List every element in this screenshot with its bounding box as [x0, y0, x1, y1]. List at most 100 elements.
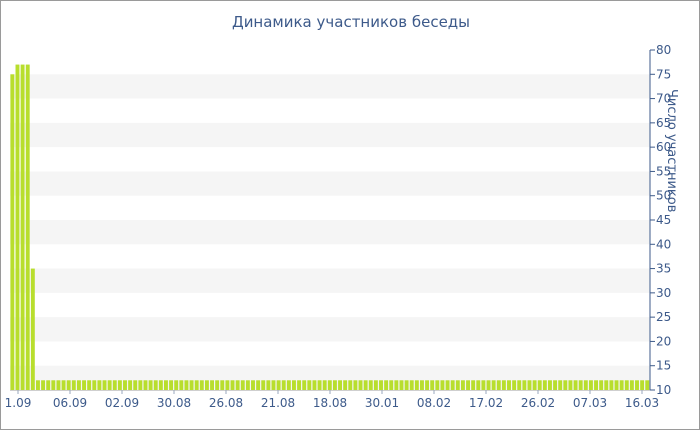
bar — [604, 380, 608, 390]
grid-band — [10, 123, 650, 147]
bar — [272, 380, 276, 390]
bar — [589, 380, 593, 390]
bar — [179, 380, 183, 390]
bar — [312, 380, 316, 390]
bar — [103, 380, 107, 390]
grid-band — [10, 317, 650, 341]
x-tick-label: 16.03 — [625, 396, 659, 410]
bar — [599, 380, 603, 390]
bar — [553, 380, 557, 390]
bar — [26, 65, 30, 390]
bar — [241, 380, 245, 390]
bar — [615, 380, 619, 390]
x-tick-label: 26.08 — [209, 396, 243, 410]
bar — [261, 380, 265, 390]
bar — [374, 380, 378, 390]
y-tick-label: 60 — [656, 140, 671, 154]
bar — [461, 380, 465, 390]
bar — [353, 380, 357, 390]
bar — [16, 65, 20, 390]
y-tick-label: 20 — [656, 334, 671, 348]
bar — [348, 380, 352, 390]
y-tick-label: 25 — [656, 310, 671, 324]
bar — [528, 380, 532, 390]
bar — [481, 380, 485, 390]
bar — [292, 380, 296, 390]
bar — [46, 380, 50, 390]
x-tick-label: 30.01 — [365, 396, 399, 410]
grid-band — [10, 269, 650, 293]
bar — [517, 380, 521, 390]
bar — [420, 380, 424, 390]
bar — [225, 380, 229, 390]
bar — [435, 380, 439, 390]
bar — [343, 380, 347, 390]
bar — [369, 380, 373, 390]
bar — [159, 380, 163, 390]
bar — [62, 380, 66, 390]
bar — [522, 380, 526, 390]
bar — [97, 380, 101, 390]
bar — [31, 269, 35, 390]
bar — [415, 380, 419, 390]
x-tick-label: 26.02 — [521, 396, 555, 410]
y-tick-label: 70 — [656, 92, 671, 106]
y-tick-label: 80 — [656, 43, 671, 57]
bar — [246, 380, 250, 390]
bar — [190, 380, 194, 390]
grid-band — [10, 74, 650, 98]
bar — [277, 380, 281, 390]
y-tick-label: 40 — [656, 237, 671, 251]
bar — [87, 380, 91, 390]
bar — [512, 380, 516, 390]
bar — [338, 380, 342, 390]
bar — [543, 380, 547, 390]
bar — [72, 380, 76, 390]
bar — [333, 380, 337, 390]
bar — [364, 380, 368, 390]
bar — [220, 380, 224, 390]
bar — [266, 380, 270, 390]
bar — [379, 380, 383, 390]
bar — [640, 380, 644, 390]
bar — [584, 380, 588, 390]
bar — [149, 380, 153, 390]
bar — [425, 380, 429, 390]
bar — [405, 380, 409, 390]
bar — [609, 380, 613, 390]
bar — [82, 380, 86, 390]
grid-band — [10, 171, 650, 195]
bar — [440, 380, 444, 390]
y-tick-label: 35 — [656, 262, 671, 276]
y-tick-label: 10 — [656, 383, 671, 397]
bar — [466, 380, 470, 390]
bar — [471, 380, 475, 390]
bar — [174, 380, 178, 390]
y-tick-label: 75 — [656, 67, 671, 81]
bar — [251, 380, 255, 390]
bar — [456, 380, 460, 390]
x-tick-label: 08.02 — [417, 396, 451, 410]
bar — [574, 380, 578, 390]
bar — [533, 380, 537, 390]
bar — [538, 380, 542, 390]
bar — [56, 380, 60, 390]
bar — [430, 380, 434, 390]
bar — [92, 380, 96, 390]
bar — [10, 74, 14, 390]
bar — [133, 380, 137, 390]
x-tick-label: 18.08 — [313, 396, 347, 410]
x-tick-label: 02.09 — [105, 396, 139, 410]
x-tick-label: 07.03 — [573, 396, 607, 410]
grid-band — [10, 220, 650, 244]
bar — [394, 380, 398, 390]
x-tick-label: 21.08 — [261, 396, 295, 410]
x-tick-label: 17.02 — [469, 396, 503, 410]
bar — [568, 380, 572, 390]
bar — [446, 380, 450, 390]
y-tick-label: 55 — [656, 164, 671, 178]
x-tick-label: 06.09 — [53, 396, 87, 410]
bar — [118, 380, 122, 390]
bar — [502, 380, 506, 390]
bar — [389, 380, 393, 390]
